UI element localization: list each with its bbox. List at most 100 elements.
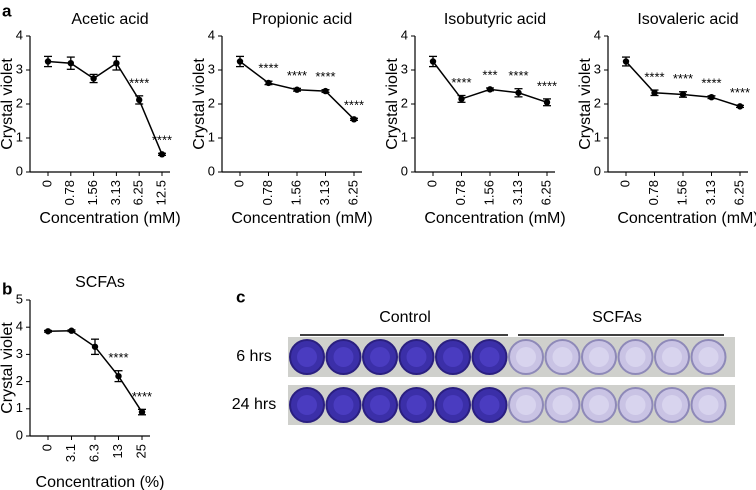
x-tick-label: 0 (39, 180, 54, 187)
panel-label: c (236, 287, 245, 306)
data-point (115, 372, 122, 380)
significance: **** (132, 389, 152, 404)
row-label: 6 hrs (236, 348, 272, 365)
x-tick-label: 3.13 (703, 180, 718, 205)
x-tick-label: 3.13 (108, 180, 123, 205)
x-tick-label: 1.56 (481, 180, 496, 205)
significance: **** (701, 75, 721, 90)
data-line (47, 60, 163, 155)
x-tick-label: 25 (133, 444, 148, 458)
well-center (552, 347, 573, 367)
well-center (406, 395, 427, 415)
y-axis-label: Crystal violet (384, 58, 401, 150)
data-point (651, 89, 658, 96)
significance: **** (315, 69, 335, 84)
x-tick-label: 3.1 (63, 444, 78, 462)
well-center (625, 347, 646, 367)
significance: **** (129, 75, 149, 90)
significance: **** (644, 69, 664, 84)
x-tick-label: 0.78 (453, 180, 468, 205)
significance: **** (258, 61, 278, 76)
group-label: SCFAs (592, 309, 642, 326)
x-axis-label: Concentration (mM) (39, 210, 180, 227)
data-point (158, 151, 166, 158)
y-tick-label: 0 (594, 163, 601, 178)
x-tick-label: 12.5 (153, 180, 168, 205)
x-tick-label: 6.25 (131, 180, 146, 205)
x-axis-label: Concentration (%) (36, 474, 165, 490)
data-point (236, 58, 244, 65)
data-point (68, 327, 75, 334)
y-tick-label: 1 (208, 129, 215, 144)
data-point (322, 87, 329, 95)
x-tick-label: 0 (231, 180, 246, 187)
significance: **** (730, 85, 750, 100)
y-axis-label: Crystal violet (191, 58, 208, 150)
data-point (90, 75, 97, 82)
x-tick-label: 6.25 (731, 180, 746, 205)
chart-title: Isobutyric acid (444, 11, 546, 28)
y-tick-label: 3 (594, 61, 601, 76)
well-center (333, 347, 354, 367)
y-tick-label: 0 (401, 163, 408, 178)
y-tick-label: 4 (16, 27, 23, 42)
data-point (622, 58, 630, 65)
x-tick-label: 0 (424, 180, 439, 187)
y-tick-label: 2 (16, 373, 23, 388)
x-axis-label: Concentration (mM) (424, 210, 565, 227)
y-tick-label: 4 (401, 27, 408, 42)
y-tick-label: 3 (208, 61, 215, 76)
y-tick-label: 4 (16, 319, 23, 334)
x-tick-label: 0 (617, 180, 632, 187)
x-tick-label: 3.13 (510, 180, 525, 205)
x-tick-label: 1.56 (288, 180, 303, 205)
data-point (138, 408, 146, 416)
well-center (589, 347, 609, 367)
x-tick-label: 1.56 (674, 180, 689, 205)
x-tick-label: 6.25 (345, 180, 360, 205)
data-point (679, 91, 687, 98)
y-tick-label: 1 (594, 129, 601, 144)
y-tick-label: 2 (401, 95, 408, 110)
significance: **** (451, 75, 471, 90)
well-center (297, 347, 317, 367)
x-tick-label: 3.13 (317, 180, 332, 205)
well-center (625, 395, 646, 415)
y-tick-label: 0 (16, 163, 23, 178)
y-tick-label: 4 (594, 27, 601, 42)
chart-title: Acetic acid (71, 11, 148, 28)
data-point (486, 86, 494, 93)
y-tick-label: 1 (401, 129, 408, 144)
y-axis-label: Crystal violet (0, 58, 16, 150)
y-tick-label: 3 (401, 61, 408, 76)
y-tick-label: 0 (208, 163, 215, 178)
significance: *** (482, 67, 497, 82)
data-point (350, 116, 358, 123)
well-center (333, 395, 354, 415)
x-axis-label: Concentration (mM) (617, 210, 756, 227)
data-point (136, 96, 143, 104)
y-axis-label: Crystal violet (577, 58, 594, 150)
x-tick-label: 0.78 (62, 180, 77, 205)
data-point (91, 343, 99, 350)
y-tick-label: 1 (16, 129, 23, 144)
y-tick-label: 2 (16, 95, 23, 110)
data-point (708, 94, 715, 101)
y-tick-label: 4 (208, 27, 215, 42)
data-point (67, 60, 75, 67)
well-center (406, 347, 427, 367)
significance: **** (537, 78, 557, 93)
data-point (458, 95, 465, 103)
x-tick-label: 13 (110, 444, 125, 458)
panel-label: b (2, 279, 12, 298)
significance: **** (508, 68, 528, 83)
well-center (479, 347, 500, 367)
x-tick-label: 0 (39, 444, 54, 451)
well-center (516, 347, 536, 367)
data-point (44, 58, 52, 65)
well-center (698, 347, 719, 367)
x-tick-label: 0.78 (646, 180, 661, 205)
chart-title: SCFAs (75, 274, 125, 291)
data-point (113, 60, 120, 67)
significance: **** (673, 71, 693, 86)
